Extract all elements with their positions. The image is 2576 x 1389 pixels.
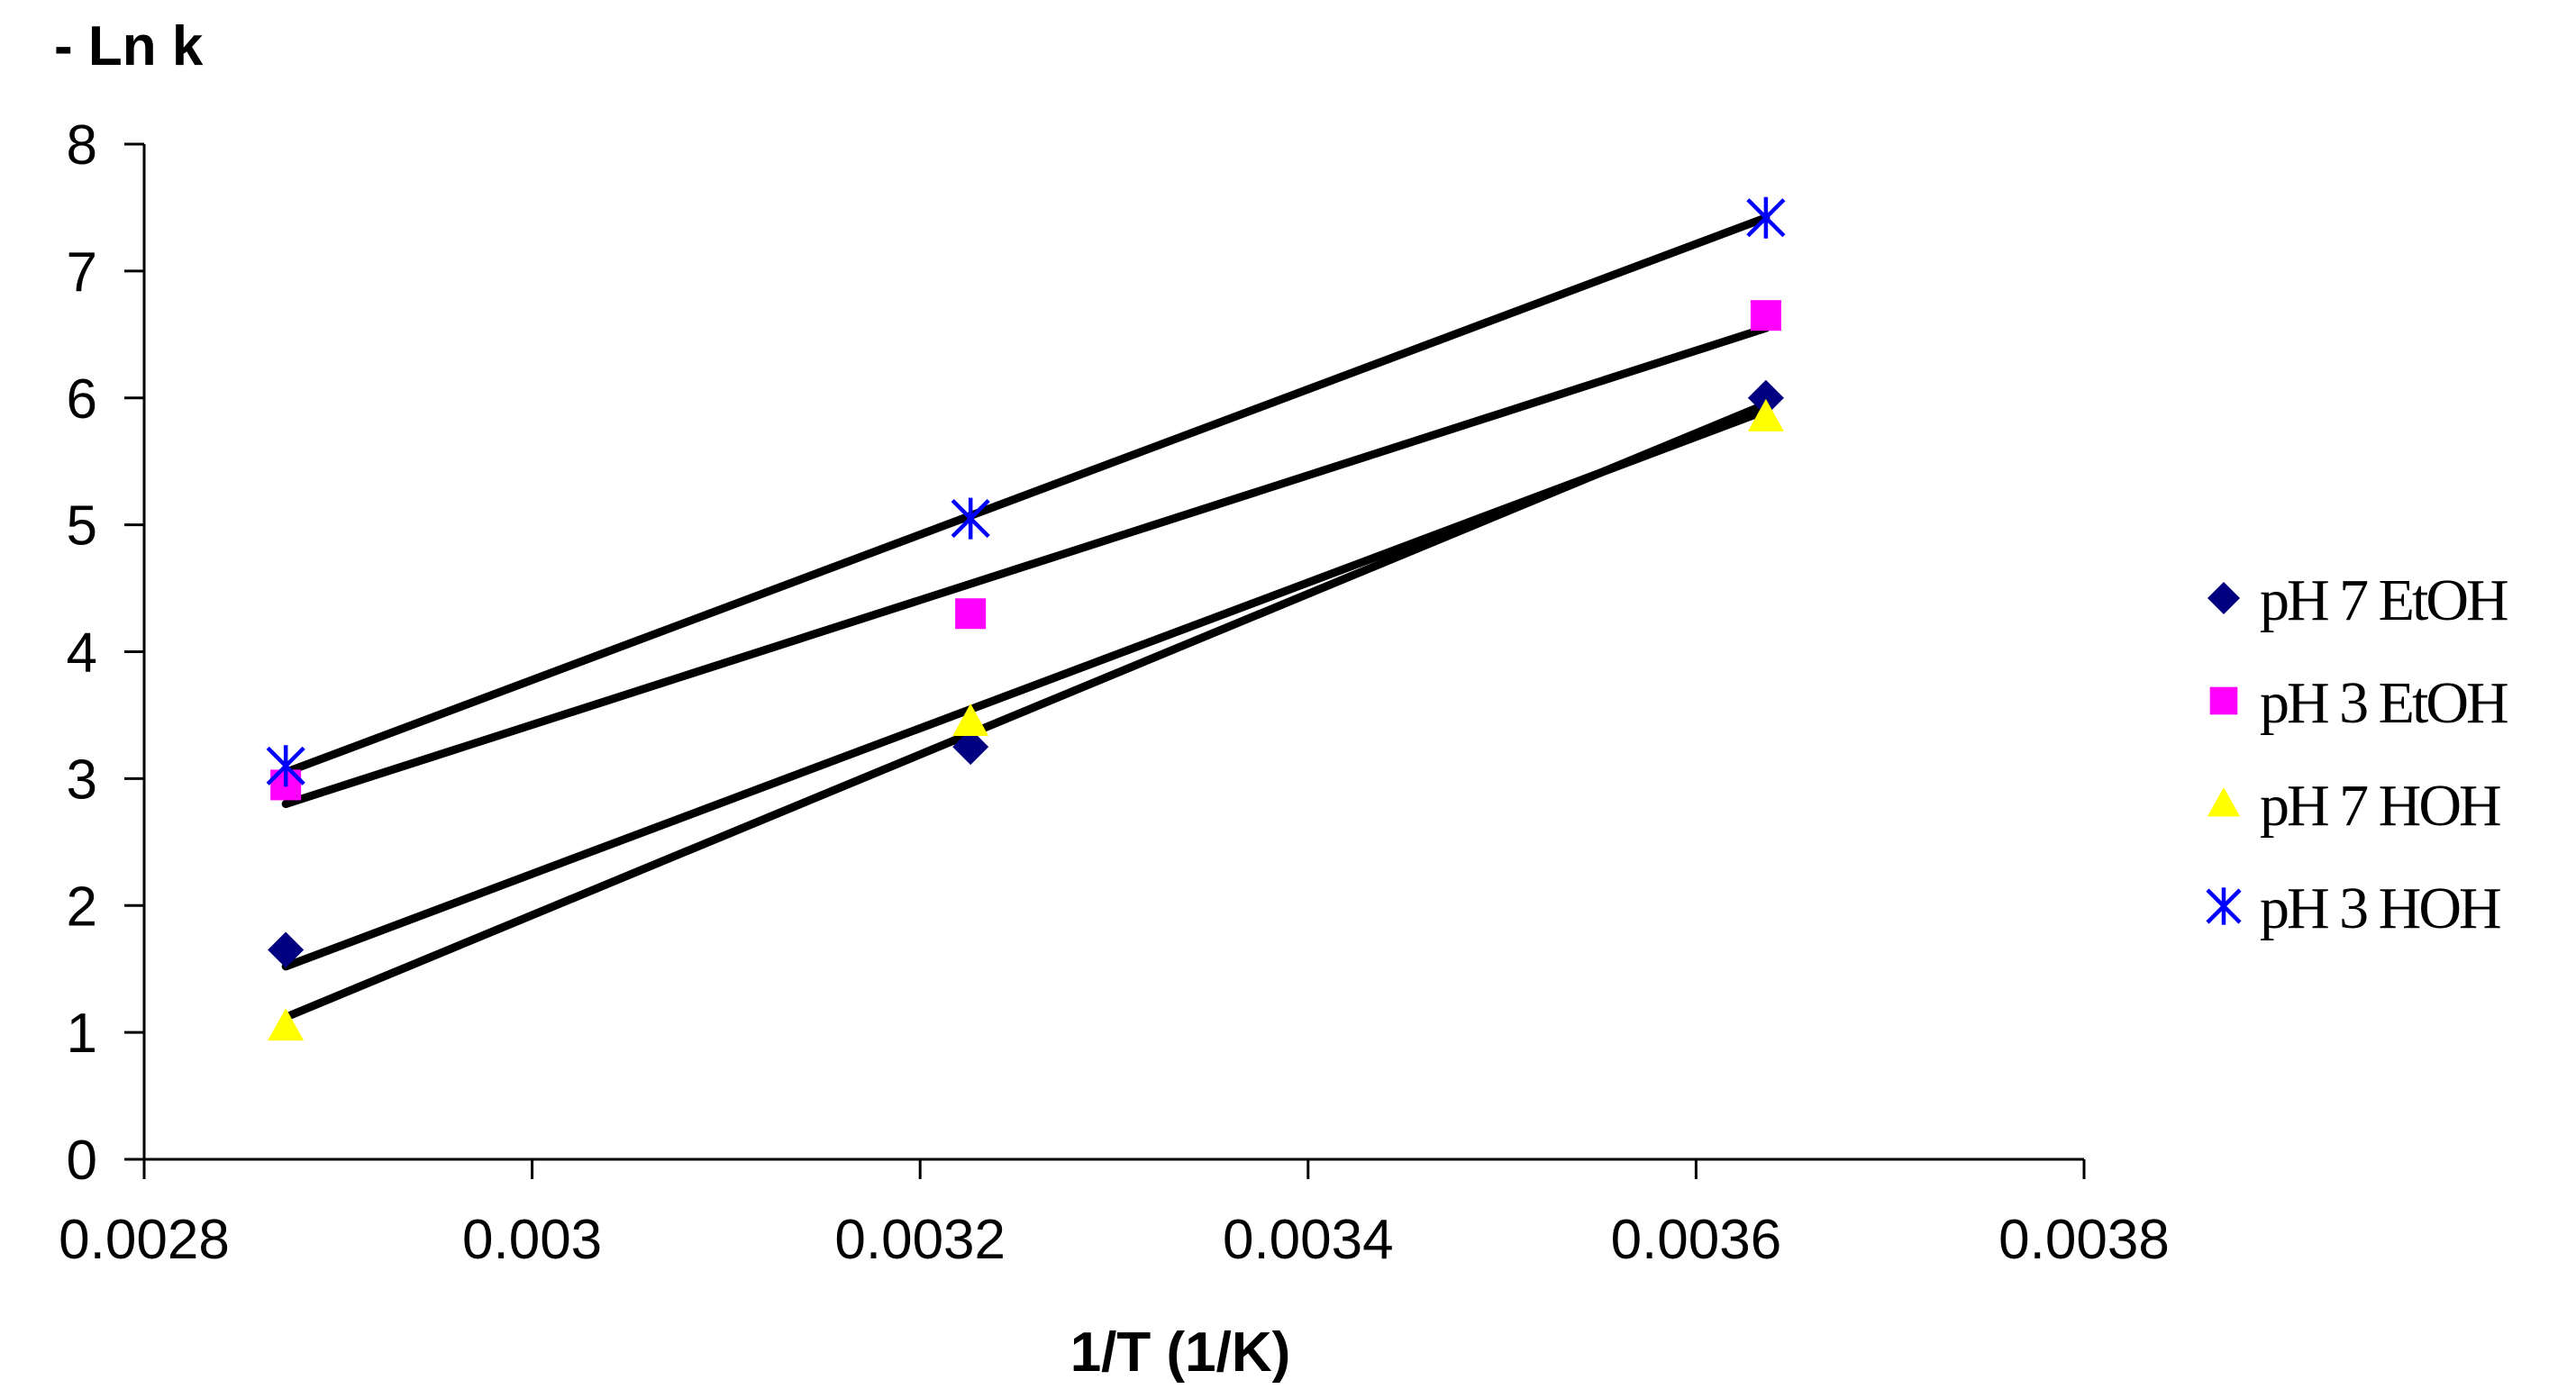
x-tick-label: 0.0028 <box>59 1209 230 1271</box>
trendline <box>281 213 1770 776</box>
y-tick-label: 8 <box>67 114 97 177</box>
x-tick-label: 0.003 <box>462 1209 602 1271</box>
legend-marker <box>2207 582 2240 614</box>
legend-label: pH 7 EtOH <box>2260 567 2508 633</box>
x-tick-label: 0.0032 <box>834 1209 1006 1271</box>
data-point <box>1747 398 1784 431</box>
trendlines <box>281 213 1770 1021</box>
x-tick-label: 0.0038 <box>1998 1209 2170 1271</box>
data-point <box>952 729 989 766</box>
legend-marker <box>2206 887 2242 925</box>
legend-label: pH 3 EtOH <box>2260 670 2508 736</box>
y-tick-label: 4 <box>67 622 97 685</box>
data-point <box>952 703 989 736</box>
data-point <box>1750 300 1781 331</box>
data-point <box>268 1008 305 1041</box>
legend-label: pH 3 HOH <box>2260 876 2500 941</box>
trendline <box>281 406 1770 971</box>
data-point <box>266 745 305 787</box>
legend: pH 7 EtOH pH 3 EtOH pH 7 HOH pH 3 HOH <box>2206 567 2510 941</box>
legend-marker <box>2209 686 2238 715</box>
y-tick-label: 1 <box>67 1003 97 1065</box>
data-point <box>955 598 987 630</box>
data-points <box>266 196 1786 1041</box>
data-point <box>1747 379 1784 416</box>
y-tick-label: 6 <box>67 368 97 431</box>
y-tick-label: 7 <box>67 241 97 304</box>
y-tick-label: 0 <box>67 1130 97 1192</box>
x-axis-title: 1/T (1/K) <box>1070 1321 1291 1384</box>
x-tick-label: 0.0036 <box>1611 1209 1782 1271</box>
data-point <box>951 497 990 540</box>
data-point <box>1746 196 1786 239</box>
y-tick-label: 5 <box>67 495 97 558</box>
trendline <box>281 323 1770 809</box>
y-tick-label: 2 <box>67 876 97 938</box>
x-tick-label: 0.0034 <box>1223 1209 1394 1271</box>
data-point <box>268 931 305 968</box>
axes: 0 1 2 3 4 5 6 7 8 0.0028 0.003 0.0032 0.0034 0.0036 0.… <box>59 114 2170 1271</box>
legend-label: pH 7 HOH <box>2260 773 2500 839</box>
y-tick-label: 3 <box>67 749 97 811</box>
legend-marker <box>2207 787 2240 817</box>
y-axis-title: - Ln k <box>54 15 204 77</box>
